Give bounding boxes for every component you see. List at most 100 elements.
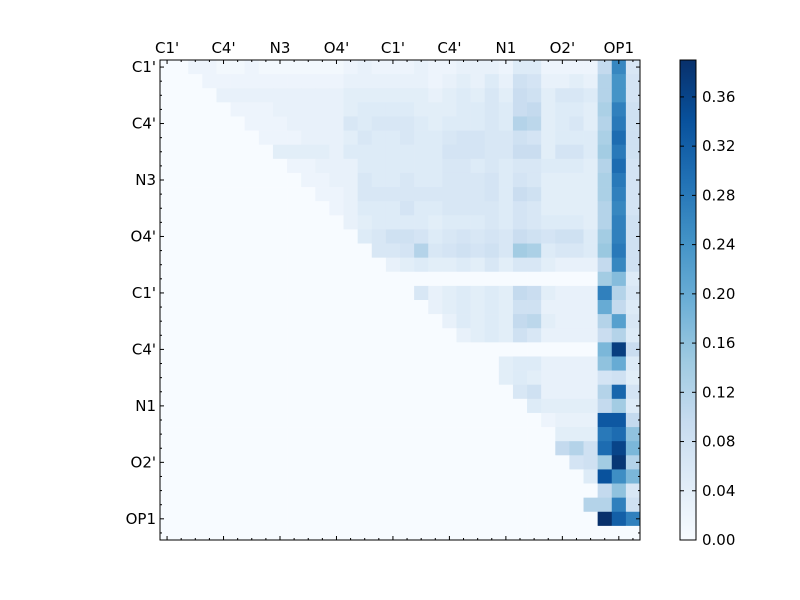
heatmap-cell: [527, 398, 542, 414]
heatmap-cell: [456, 116, 471, 131]
heatmap-cell: [385, 511, 401, 527]
heatmap-cell: [428, 427, 443, 442]
heatmap-cell: [287, 455, 302, 470]
heatmap-cell: [527, 60, 542, 75]
heatmap-cell: [583, 511, 598, 527]
heatmap-cell: [188, 116, 203, 131]
y-tick-label: O2': [131, 453, 156, 471]
heatmap-cell: [442, 525, 457, 541]
heatmap-cell: [385, 370, 401, 386]
heatmap-cell: [315, 60, 330, 75]
heatmap-cell: [498, 300, 514, 315]
heatmap-cell: [527, 116, 542, 131]
heatmap-cell: [625, 384, 641, 400]
colorbar-tick-label: 0.24: [702, 236, 735, 254]
y-tick-label: N1: [135, 397, 156, 415]
heatmap-cell: [625, 356, 641, 371]
heatmap-cell: [625, 328, 641, 343]
heatmap-cell: [442, 130, 457, 146]
heatmap-cell: [357, 469, 373, 484]
heatmap-cell: [428, 172, 443, 188]
heatmap-cell: [287, 201, 302, 216]
heatmap-cell: [597, 398, 613, 414]
heatmap-cell: [470, 257, 486, 273]
heatmap-cell: [400, 187, 415, 202]
heatmap-cell: [329, 427, 344, 442]
heatmap-cell: [202, 187, 217, 202]
heatmap-cell: [625, 102, 641, 117]
heatmap-cell: [301, 511, 316, 527]
heatmap-cell: [484, 144, 500, 160]
colorbar-tick-label: 0.12: [702, 383, 735, 401]
heatmap-cell: [357, 398, 373, 414]
heatmap-cell: [428, 187, 443, 202]
heatmap-cell: [258, 229, 274, 244]
heatmap-cell: [315, 328, 330, 343]
heatmap-cell: [301, 215, 316, 230]
heatmap-cell: [456, 201, 471, 216]
heatmap-cell: [414, 412, 429, 428]
heatmap-cell: [357, 60, 373, 75]
heatmap-cell: [258, 469, 274, 484]
heatmap-cell: [541, 370, 556, 386]
heatmap-cell: [357, 215, 373, 230]
heatmap-cell: [625, 455, 641, 470]
heatmap-cell: [301, 271, 316, 287]
heatmap-cell: [442, 60, 457, 75]
heatmap-cell: [555, 441, 570, 456]
heatmap-cell: [216, 370, 231, 386]
heatmap-cell: [611, 398, 627, 414]
heatmap-cell: [160, 257, 175, 273]
heatmap-cell: [315, 74, 330, 89]
heatmap-cell: [174, 243, 189, 258]
heatmap-cell: [174, 356, 189, 371]
heatmap-cell: [357, 130, 373, 146]
heatmap-cell: [343, 144, 358, 160]
heatmap-cell: [470, 60, 486, 75]
heatmap-cell: [541, 172, 556, 188]
heatmap-cell: [272, 102, 288, 117]
heatmap-cell: [174, 511, 189, 527]
heatmap-cell: [202, 285, 217, 301]
heatmap-cell: [456, 271, 471, 287]
heatmap-cell: [527, 441, 542, 456]
heatmap-cell: [329, 525, 344, 541]
heatmap-cell: [442, 144, 457, 160]
heatmap-cell: [160, 497, 175, 513]
heatmap-cell: [301, 116, 316, 131]
heatmap-cell: [301, 342, 316, 357]
heatmap-cell: [160, 158, 175, 174]
heatmap-cell: [174, 314, 189, 329]
heatmap-cell: [400, 497, 415, 513]
colorbar-tick-label: 0.32: [702, 137, 735, 155]
heatmap-cell: [329, 342, 344, 357]
heatmap-cell: [541, 243, 556, 258]
heatmap-cell: [625, 271, 641, 287]
heatmap-cell: [498, 328, 514, 343]
heatmap-cell: [512, 455, 528, 470]
heatmap-cell: [597, 271, 613, 287]
heatmap-cell: [400, 271, 415, 287]
heatmap-cell: [315, 187, 330, 202]
heatmap-cell: [583, 384, 598, 400]
heatmap-cell: [244, 300, 260, 315]
heatmap-cell: [301, 144, 316, 160]
heatmap-cell: [244, 187, 260, 202]
heatmap-cell: [583, 201, 598, 216]
heatmap-cell: [315, 257, 330, 273]
heatmap-cell: [188, 356, 203, 371]
heatmap-cell: [385, 525, 401, 541]
heatmap-cell: [272, 483, 288, 498]
heatmap-cell: [315, 427, 330, 442]
heatmap-cell: [498, 201, 514, 216]
heatmap-cell: [371, 144, 387, 160]
heatmap-cell: [400, 525, 415, 541]
heatmap-cell: [357, 328, 373, 343]
heatmap-cell: [385, 257, 401, 273]
heatmap-cell: [569, 427, 584, 442]
heatmap-cell: [625, 285, 641, 301]
heatmap-cell: [258, 441, 274, 456]
heatmap-cell: [216, 342, 231, 357]
heatmap-cell: [174, 300, 189, 315]
heatmap-cell: [202, 201, 217, 216]
